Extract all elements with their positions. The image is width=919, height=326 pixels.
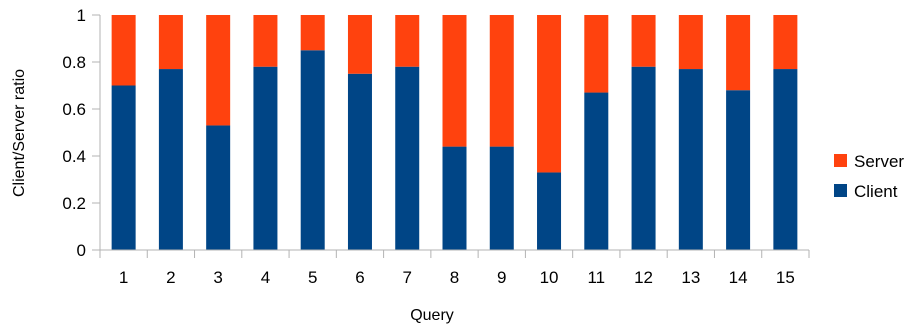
x-tick-label: 15 bbox=[776, 268, 795, 287]
bar-client-13 bbox=[678, 69, 703, 250]
bar-server-2 bbox=[158, 15, 183, 70]
x-axis-label: Query bbox=[410, 307, 454, 324]
bar-server-14 bbox=[726, 15, 751, 91]
x-tick-label: 6 bbox=[355, 268, 364, 287]
x-tick-label: 14 bbox=[729, 268, 748, 287]
bar-server-15 bbox=[773, 15, 798, 70]
bar-client-1 bbox=[111, 85, 136, 250]
bar-server-1 bbox=[111, 15, 136, 86]
bar-server-3 bbox=[206, 15, 231, 126]
bar-client-3 bbox=[206, 125, 231, 250]
x-tick-label: 1 bbox=[119, 268, 128, 287]
y-axis-ticks: 0 0.2 0.4 0.6 0.8 1 bbox=[62, 6, 100, 260]
bar-client-6 bbox=[347, 73, 372, 250]
bar-client-8 bbox=[442, 146, 467, 250]
x-tick-label: 5 bbox=[308, 268, 317, 287]
bar-client-9 bbox=[489, 146, 514, 250]
legend-swatch-client bbox=[834, 184, 847, 197]
x-axis-ticks: 1 2 3 4 5 6 7 8 9 10 11 12 13 14 15 bbox=[99, 250, 810, 287]
bar-server-10 bbox=[537, 15, 562, 173]
x-tick-label: 7 bbox=[402, 268, 411, 287]
bar-server-11 bbox=[584, 15, 609, 93]
x-tick-label: 10 bbox=[540, 268, 559, 287]
bar-server-4 bbox=[253, 15, 278, 67]
legend-label-client: Client bbox=[854, 182, 898, 201]
bar-client-14 bbox=[726, 90, 751, 250]
x-tick-label: 4 bbox=[261, 268, 270, 287]
bar-client-12 bbox=[631, 66, 656, 250]
y-tick-label: 1 bbox=[77, 6, 86, 25]
bar-server-8 bbox=[442, 15, 467, 147]
bar-server-13 bbox=[678, 15, 703, 70]
bar-client-5 bbox=[300, 50, 325, 250]
bar-server-5 bbox=[300, 15, 325, 51]
x-tick-label: 3 bbox=[213, 268, 222, 287]
legend: Server Client bbox=[834, 152, 904, 201]
x-tick-label: 9 bbox=[497, 268, 506, 287]
bars bbox=[111, 15, 798, 250]
bar-server-9 bbox=[489, 15, 514, 147]
legend-swatch-server bbox=[834, 154, 847, 167]
y-tick-label: 0.4 bbox=[62, 147, 86, 166]
y-tick-label: 0.8 bbox=[62, 53, 86, 72]
bar-client-4 bbox=[253, 66, 278, 250]
y-tick-label: 0.2 bbox=[62, 194, 86, 213]
bar-client-11 bbox=[584, 92, 609, 250]
x-tick-label: 13 bbox=[681, 268, 700, 287]
bar-server-6 bbox=[347, 15, 372, 74]
bar-client-2 bbox=[158, 69, 183, 250]
x-tick-label: 11 bbox=[587, 268, 605, 287]
legend-label-server: Server bbox=[854, 152, 904, 171]
bar-client-7 bbox=[395, 66, 420, 250]
x-tick-label: 8 bbox=[450, 268, 459, 287]
bar-client-10 bbox=[537, 172, 562, 250]
bar-server-7 bbox=[395, 15, 420, 67]
bar-server-12 bbox=[631, 15, 656, 67]
x-tick-label: 12 bbox=[634, 268, 653, 287]
y-tick-label: 0.6 bbox=[62, 100, 86, 119]
x-tick-label: 2 bbox=[166, 268, 175, 287]
y-axis-label: Client/Server ratio bbox=[11, 69, 28, 197]
y-tick-label: 0 bbox=[77, 241, 86, 260]
bar-client-15 bbox=[773, 69, 798, 250]
